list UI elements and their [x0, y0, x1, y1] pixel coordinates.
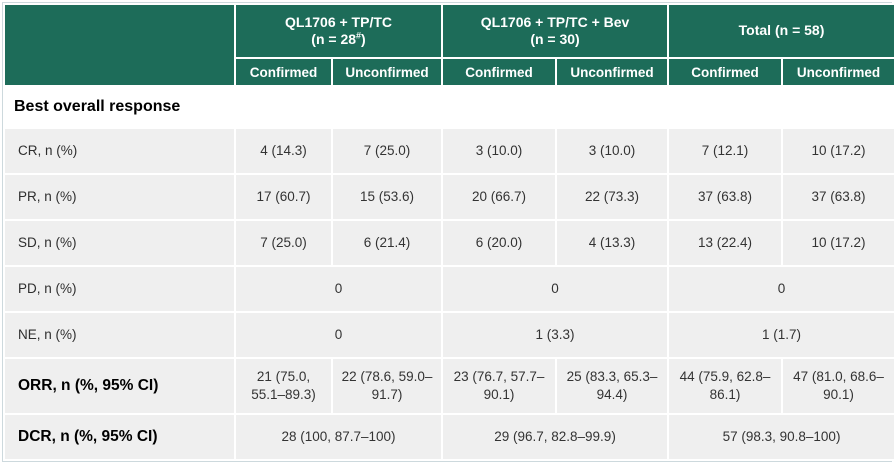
group1-n-post: ) — [361, 31, 366, 47]
cell-sd-total-confirmed: 13 (22.4) — [669, 221, 782, 265]
cell-sd-total-unconfirmed: 10 (17.2) — [783, 221, 894, 265]
cell-pd-g2: 0 — [443, 267, 668, 311]
subcol-unconfirmed-3: Unconfirmed — [783, 59, 894, 85]
subcol-unconfirmed-1: Unconfirmed — [333, 59, 442, 85]
cell-orr-g2-unconfirmed: 25 (83.3, 65.3–94.4) — [557, 359, 668, 413]
table-row-pd: PD, n (%) 0 0 0 — [5, 267, 894, 311]
row-label-ne: NE, n (%) — [5, 313, 234, 357]
subcol-confirmed-1: Confirmed — [236, 59, 331, 85]
cell-orr-total-confirmed: 44 (75.9, 62.8–86.1) — [669, 359, 782, 413]
row-label-sd: SD, n (%) — [5, 221, 234, 265]
cell-cr-total-confirmed: 7 (12.1) — [669, 129, 782, 173]
cell-orr-total-unconfirmed: 47 (81.0, 68.6–90.1) — [783, 359, 894, 413]
row-label-pd: PD, n (%) — [5, 267, 234, 311]
group1-n-pre: (n = 28 — [311, 31, 357, 47]
group2-n: (n = 30) — [530, 31, 580, 47]
cell-cr-total-unconfirmed: 10 (17.2) — [783, 129, 894, 173]
cell-pd-g1: 0 — [236, 267, 442, 311]
cell-pr-g2-confirmed: 20 (66.7) — [443, 175, 556, 219]
cell-pr-g1-confirmed: 17 (60.7) — [236, 175, 331, 219]
cell-sd-g1-confirmed: 7 (25.0) — [236, 221, 331, 265]
cell-cr-g2-unconfirmed: 3 (10.0) — [557, 129, 668, 173]
table-row-pr: PR, n (%) 17 (60.7) 15 (53.6) 20 (66.7) … — [5, 175, 894, 219]
cell-pr-total-confirmed: 37 (63.8) — [669, 175, 782, 219]
cell-sd-g1-unconfirmed: 6 (21.4) — [333, 221, 442, 265]
cell-sd-g2-confirmed: 6 (20.0) — [443, 221, 556, 265]
section-row-best-overall-response: Best overall response — [5, 87, 894, 127]
section-label: Best overall response — [5, 87, 894, 127]
col-group-ql1706-tptc: QL1706 + TP/TC (n = 28#) — [236, 5, 442, 57]
cell-sd-g2-unconfirmed: 4 (13.3) — [557, 221, 668, 265]
cell-pr-total-unconfirmed: 37 (63.8) — [783, 175, 894, 219]
cell-pr-g2-unconfirmed: 22 (73.3) — [557, 175, 668, 219]
row-label-orr: ORR, n (%, 95% CI) — [5, 359, 234, 413]
header-sub-row: Confirmed Unconfirmed Confirmed Unconfir… — [5, 59, 894, 85]
table-row-dcr: DCR, n (%, 95% CI) 28 (100, 87.7–100) 29… — [5, 415, 894, 459]
table-row-cr: CR, n (%) 4 (14.3) 7 (25.0) 3 (10.0) 3 (… — [5, 129, 894, 173]
subcol-confirmed-2: Confirmed — [443, 59, 556, 85]
row-label-cr: CR, n (%) — [5, 129, 234, 173]
cell-orr-g1-confirmed: 21 (75.0, 55.1–89.3) — [236, 359, 331, 413]
cell-dcr-g2: 29 (96.7, 82.8–99.9) — [443, 415, 668, 459]
table-row-sd: SD, n (%) 7 (25.0) 6 (21.4) 6 (20.0) 4 (… — [5, 221, 894, 265]
subcol-confirmed-3: Confirmed — [669, 59, 782, 85]
col-group-ql1706-tptc-bev: QL1706 + TP/TC + Bev (n = 30) — [443, 5, 668, 57]
response-table-container: QL1706 + TP/TC (n = 28#) QL1706 + TP/TC … — [2, 2, 894, 462]
group2-name: QL1706 + TP/TC + Bev — [480, 13, 630, 30]
cell-cr-g1-confirmed: 4 (14.3) — [236, 129, 331, 173]
cell-ne-total: 1 (1.7) — [669, 313, 894, 357]
cell-ne-g1: 0 — [236, 313, 442, 357]
group1-name: QL1706 + TP/TC — [285, 13, 392, 30]
col-group-total: Total (n = 58) — [669, 5, 894, 57]
tumor-response-table: QL1706 + TP/TC (n = 28#) QL1706 + TP/TC … — [3, 3, 894, 461]
subcol-unconfirmed-2: Unconfirmed — [557, 59, 668, 85]
table-row-ne: NE, n (%) 0 1 (3.3) 1 (1.7) — [5, 313, 894, 357]
cell-pr-g1-unconfirmed: 15 (53.6) — [333, 175, 442, 219]
row-label-dcr: DCR, n (%, 95% CI) — [5, 415, 234, 459]
cell-dcr-total: 57 (98.3, 90.8–100) — [669, 415, 894, 459]
cell-dcr-g1: 28 (100, 87.7–100) — [236, 415, 442, 459]
cell-cr-g2-confirmed: 3 (10.0) — [443, 129, 556, 173]
cell-cr-g1-unconfirmed: 7 (25.0) — [333, 129, 442, 173]
cell-ne-g2: 1 (3.3) — [443, 313, 668, 357]
corner-cell — [5, 5, 234, 85]
header-group-row: QL1706 + TP/TC (n = 28#) QL1706 + TP/TC … — [5, 5, 894, 85]
cell-orr-g1-unconfirmed: 22 (78.6, 59.0–91.7) — [333, 359, 442, 413]
group3-name: Total (n = 58) — [738, 22, 825, 39]
group1-n-footnote-marker: # — [356, 30, 362, 41]
cell-orr-g2-confirmed: 23 (76.7, 57.7–90.1) — [443, 359, 556, 413]
cell-pd-total: 0 — [669, 267, 894, 311]
row-label-pr: PR, n (%) — [5, 175, 234, 219]
table-row-orr: ORR, n (%, 95% CI) 21 (75.0, 55.1–89.3) … — [5, 359, 894, 413]
